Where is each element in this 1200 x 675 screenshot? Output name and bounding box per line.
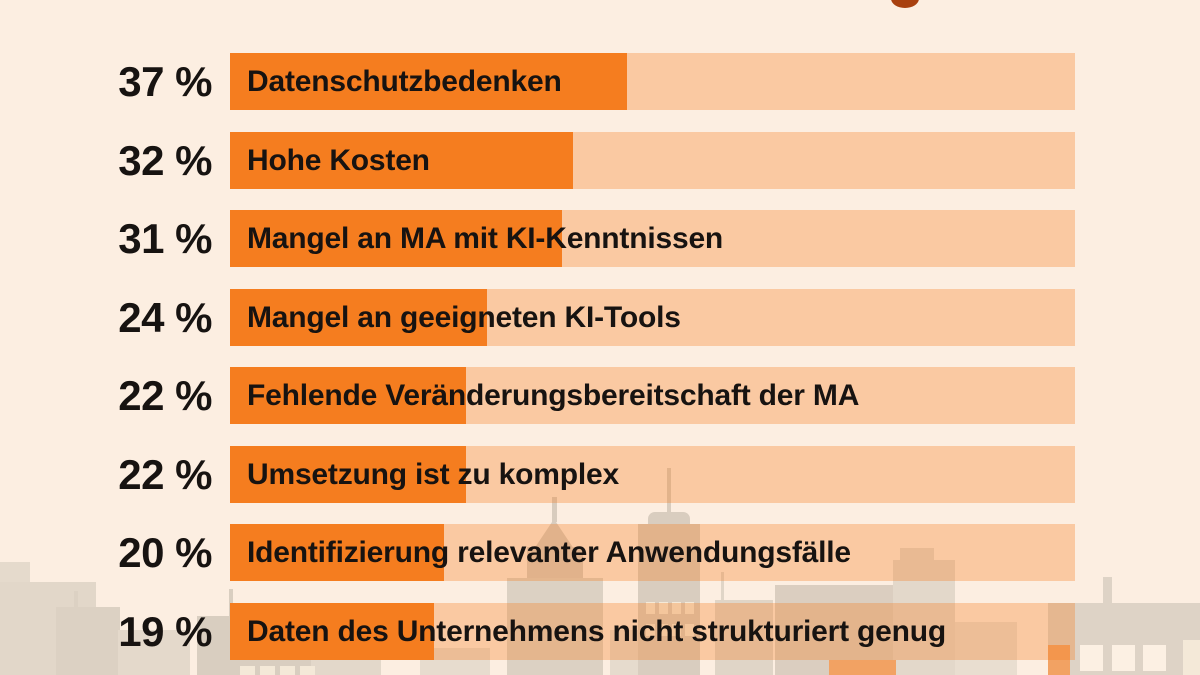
bar-category-label: Daten des Unternehmens nicht strukturier…	[247, 614, 947, 648]
bar-track: Identifizierung relevanter Anwendungsfäl…	[230, 524, 1075, 581]
bar-fill	[230, 131, 573, 189]
church-body	[507, 578, 603, 675]
window	[685, 602, 694, 614]
bar-track: Mangel an geeigneten KI-Tools	[230, 288, 1075, 346]
bar-fill	[230, 445, 466, 503]
bar-row: 24 % Mangel an geeigneten KI-Tools	[0, 288, 1200, 346]
building	[56, 607, 120, 675]
antenna	[74, 591, 78, 608]
window	[260, 666, 275, 675]
window	[659, 602, 668, 614]
bar-row: 31 % Mangel an MA mit KI-Kenntnissen	[0, 210, 1200, 267]
bar-row: 22 % Fehlende Veränderungsbereitschaft de…	[0, 367, 1200, 424]
bar-fill	[230, 288, 487, 346]
bar-fill	[230, 524, 444, 581]
tower-body	[638, 524, 700, 675]
bar-category-label: Mangel an geeigneten KI-Tools	[247, 300, 681, 334]
church-spire	[534, 519, 574, 549]
window	[1183, 640, 1200, 675]
bar-fill	[230, 367, 466, 424]
building	[955, 622, 1017, 675]
window	[659, 624, 668, 636]
window	[672, 602, 681, 614]
window	[646, 602, 655, 614]
cutoff-title-glyph	[891, 0, 919, 8]
bar-category-label: Identifizierung relevanter Anwendungsfäl…	[247, 536, 851, 569]
bar-category-label: Mangel an MA mit KI-Kenntnissen	[247, 222, 724, 255]
bar-row: 20 % Identifizierung relevanter Anwendung…	[0, 524, 1200, 581]
building	[715, 600, 773, 675]
bar-value-label: 37 %	[118, 58, 212, 105]
bar-value-label: 32 %	[118, 136, 212, 184]
bar-track: Fehlende Veränderungsbereitschaft der MA	[230, 367, 1075, 424]
window	[300, 666, 315, 675]
window	[240, 666, 255, 675]
bar-track: Datenschutzbedenken	[230, 53, 1075, 110]
bar-fill	[230, 602, 434, 660]
bar-track: Mangel an MA mit KI-Kenntnissen	[230, 210, 1075, 267]
window	[280, 666, 295, 675]
lit-window-column	[1048, 645, 1070, 675]
window	[646, 624, 655, 636]
lit-window-band	[829, 660, 896, 675]
building	[893, 560, 955, 675]
bar-category-label: Fehlende Veränderungsbereitschaft der MA	[247, 379, 860, 412]
bar-value-label: 31 %	[118, 215, 212, 262]
antenna	[721, 572, 724, 602]
bar-track: Umsetzung ist zu komplex	[230, 445, 1075, 503]
window	[1080, 645, 1103, 671]
window	[672, 624, 681, 636]
tower-antenna	[667, 468, 671, 514]
bar-value-label: 22 %	[118, 372, 212, 419]
bar-category-label: Hohe Kosten	[247, 143, 430, 177]
building	[118, 630, 190, 675]
bar-row: 19 % Daten des Unternehmens nicht struktu…	[0, 602, 1200, 660]
bar-category-label: Umsetzung ist zu komplex	[247, 457, 619, 491]
tower-crown	[648, 512, 690, 526]
window	[1112, 645, 1135, 671]
bar-fill	[230, 53, 627, 110]
bar-value-label: 22 %	[118, 450, 212, 498]
bar-fill	[230, 210, 562, 267]
window	[1143, 645, 1166, 671]
bar-category-label: Datenschutzbedenken	[247, 65, 562, 98]
chimney	[1103, 577, 1112, 603]
bar-row: 22 % Umsetzung ist zu komplex	[0, 445, 1200, 503]
bar-value-label: 20 %	[118, 529, 212, 576]
bar-track: Hohe Kosten	[230, 131, 1075, 189]
church-spire-needle	[552, 497, 557, 522]
bar-row: 37 % Datenschutzbedenken	[0, 53, 1200, 110]
bar-track: Daten des Unternehmens nicht strukturier…	[230, 602, 1075, 660]
bar-row: 32 % Hohe Kosten	[0, 131, 1200, 189]
window	[685, 624, 694, 636]
bar-value-label: 19 %	[118, 607, 212, 655]
bar-value-label: 24 %	[118, 293, 212, 341]
